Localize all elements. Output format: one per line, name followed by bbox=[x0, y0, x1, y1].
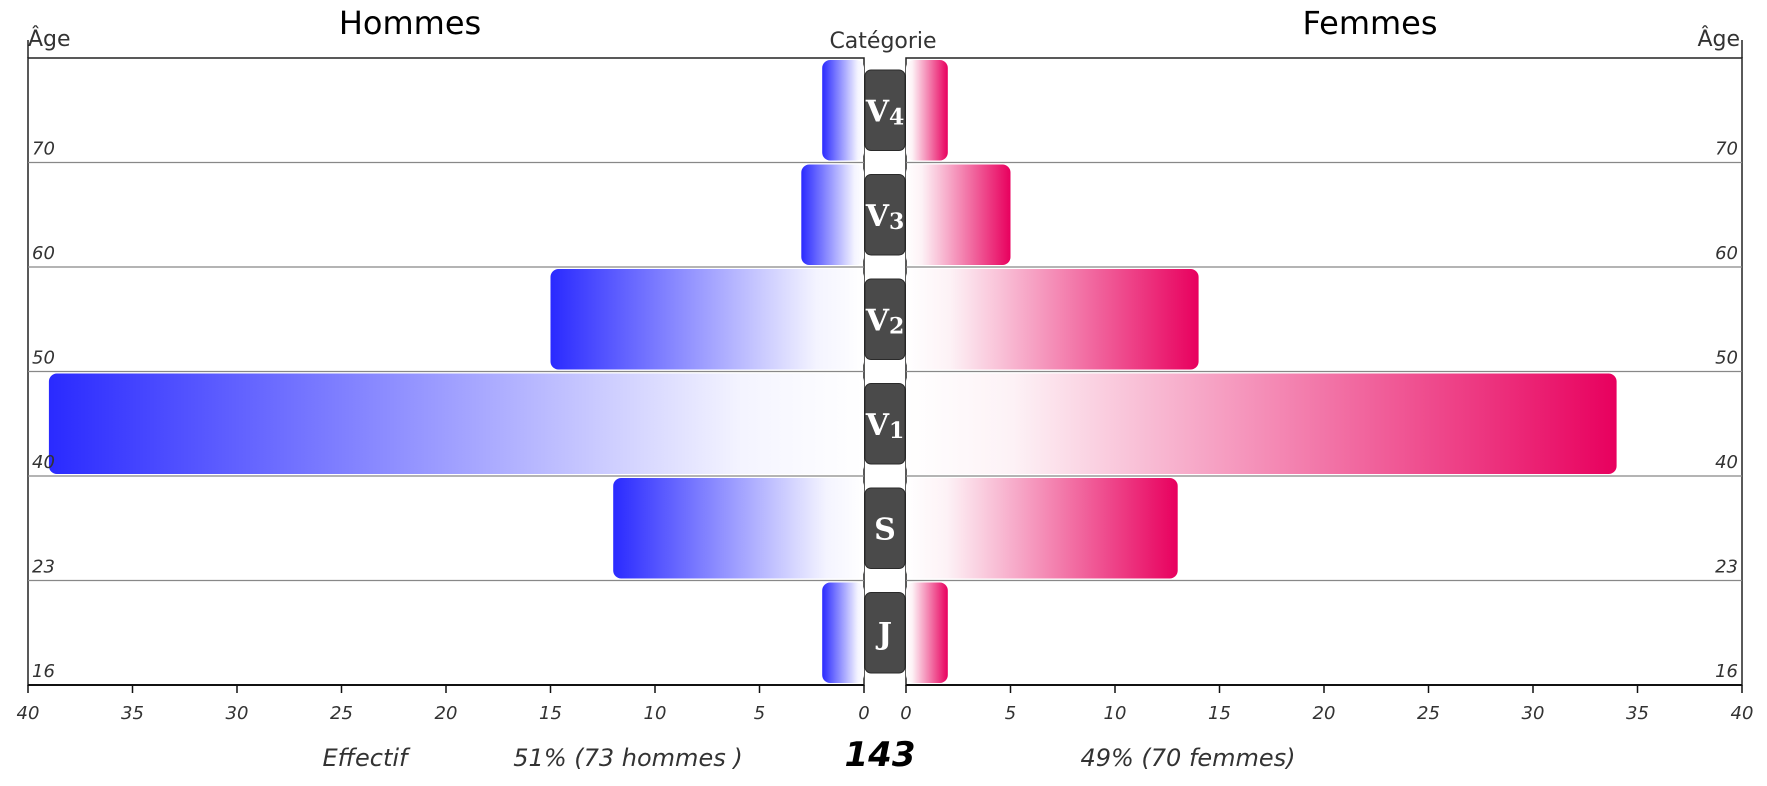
bar-femmes-s bbox=[906, 478, 1178, 579]
bar-hommes-v1 bbox=[48, 373, 864, 474]
category-label: J bbox=[875, 617, 892, 652]
age-bound-right: 60 bbox=[1715, 243, 1738, 264]
bar-hommes-v3 bbox=[801, 164, 864, 265]
category-labels-layer: V4 V3 V2 V1 S J bbox=[864, 69, 906, 674]
right-title: Femmes bbox=[1302, 4, 1437, 42]
tick-label-right: 15 bbox=[1208, 703, 1231, 724]
x-axis-ticks: 40 35 30 25 20 15 10 5 0 0 5 10 15 20 25 30 35 40 bbox=[17, 684, 1754, 724]
men-summary: 51% (73 hommes ) bbox=[513, 744, 742, 772]
total-count: 143 bbox=[845, 735, 916, 775]
tick-label-left: 35 bbox=[121, 703, 144, 724]
tick-label-right: 40 bbox=[1731, 703, 1754, 724]
category-badge bbox=[864, 592, 906, 674]
category-badge bbox=[864, 383, 906, 465]
center-header: Catégorie bbox=[829, 29, 936, 54]
bars-layer bbox=[48, 60, 1617, 683]
age-bound-right: 50 bbox=[1715, 348, 1738, 369]
left-age-label: Âge bbox=[28, 26, 71, 52]
age-bound-right: 40 bbox=[1715, 452, 1738, 473]
tick-label-left: 30 bbox=[226, 703, 249, 724]
women-summary: 49% (70 femmes) bbox=[1080, 744, 1295, 772]
category-badge bbox=[864, 278, 906, 360]
category-label: V3 bbox=[865, 199, 905, 235]
tick-label-right: 5 bbox=[1005, 703, 1016, 724]
right-age-label: Âge bbox=[1697, 26, 1740, 52]
category-label: V1 bbox=[865, 408, 905, 444]
tick-label-left: 5 bbox=[754, 703, 765, 724]
bar-femmes-v2 bbox=[906, 269, 1199, 370]
age-bound-right: 16 bbox=[1715, 661, 1738, 682]
age-labels-layer: 70 70 60 60 50 50 40 40 23 23 16 16 bbox=[32, 139, 1738, 683]
age-bound-left: 50 bbox=[32, 348, 55, 369]
tick-label-left: 15 bbox=[539, 703, 562, 724]
tick-label-left: 25 bbox=[330, 703, 353, 724]
bar-hommes-v4 bbox=[822, 60, 864, 161]
bar-femmes-j bbox=[906, 582, 948, 683]
tick-label-right: 25 bbox=[1417, 703, 1440, 724]
age-bound-right: 23 bbox=[1715, 557, 1738, 578]
category-label: V2 bbox=[865, 303, 905, 339]
tick-label-right: 10 bbox=[1104, 703, 1127, 724]
age-bound-left: 70 bbox=[32, 139, 55, 160]
tick-label-left: 10 bbox=[644, 703, 667, 724]
category-label: V4 bbox=[865, 94, 905, 130]
bar-hommes-v2 bbox=[550, 269, 864, 370]
bar-hommes-s bbox=[613, 478, 864, 579]
left-title: Hommes bbox=[339, 4, 481, 42]
category-badge bbox=[864, 174, 906, 256]
tick-label-left: 0 bbox=[858, 703, 869, 724]
tick-label-right: 20 bbox=[1313, 703, 1336, 724]
bar-femmes-v3 bbox=[906, 164, 1011, 265]
category-badge bbox=[864, 487, 906, 569]
x-axis-label: Effectif bbox=[323, 744, 412, 772]
bar-femmes-v4 bbox=[906, 60, 948, 161]
category-label: S bbox=[874, 512, 896, 547]
tick-label-right: 35 bbox=[1626, 703, 1649, 724]
age-bound-left: 16 bbox=[32, 661, 55, 682]
age-bound-left: 40 bbox=[32, 452, 55, 473]
category-badge bbox=[864, 69, 906, 151]
tick-label-left: 20 bbox=[435, 703, 458, 724]
tick-label-left: 40 bbox=[17, 703, 40, 724]
age-bound-left: 60 bbox=[32, 243, 55, 264]
age-bound-right: 70 bbox=[1715, 139, 1738, 160]
age-bound-left: 23 bbox=[32, 557, 55, 578]
tick-label-right: 0 bbox=[900, 703, 911, 724]
tick-label-right: 30 bbox=[1522, 703, 1545, 724]
bar-hommes-j bbox=[822, 582, 864, 683]
plot-frame bbox=[27, 40, 1743, 686]
bar-femmes-v1 bbox=[906, 373, 1617, 474]
